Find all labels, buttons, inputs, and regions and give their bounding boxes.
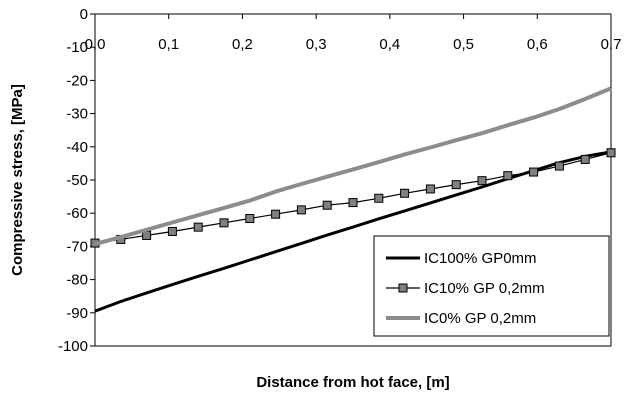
y-tick-label: -50 (66, 172, 88, 189)
series-3 (94, 86, 612, 247)
y-tick-label: -30 (66, 106, 88, 123)
x-tick-label: 0,7 (601, 36, 622, 53)
data-point (503, 171, 513, 181)
legend-marker (398, 283, 408, 293)
data-point (193, 222, 203, 232)
legend-label: IC100% GP0mm (424, 250, 537, 267)
data-point (606, 148, 616, 158)
data-point (271, 209, 281, 219)
legend-item: IC10% GP 0,2mm (386, 280, 545, 297)
x-tick-label: 0,3 (306, 36, 327, 53)
y-tick-label: -40 (66, 139, 88, 156)
legend-label: IC0% GP 0,2mm (424, 310, 536, 327)
series-2 (90, 148, 616, 248)
data-point (400, 188, 410, 198)
x-tick-label: 0,4 (379, 36, 400, 53)
y-tick-label: -80 (66, 272, 88, 289)
data-point (451, 180, 461, 190)
y-tick-label: -10 (66, 39, 88, 56)
x-tick-label: 0,1 (158, 36, 179, 53)
data-point (580, 154, 590, 164)
legend-item: IC0% GP 0,2mm (386, 310, 536, 327)
y-tick-label: -70 (66, 238, 88, 255)
x-tick-label: 0,0 (85, 36, 106, 53)
data-point (374, 193, 384, 203)
y-tick-label: -100 (58, 338, 88, 355)
x-tick-label: 0,6 (527, 36, 548, 53)
data-point (245, 214, 255, 224)
legend-item: IC100% GP0mm (386, 250, 537, 267)
y-tick-label: -20 (66, 72, 88, 89)
y-tick-label: -90 (66, 305, 88, 322)
x-tick-label: 0,5 (453, 36, 474, 53)
data-point (167, 226, 177, 236)
data-point (219, 218, 229, 228)
y-tick-label: -60 (66, 205, 88, 222)
data-point (322, 200, 332, 210)
series-line (94, 86, 612, 247)
x-tick-label: 0,2 (232, 36, 253, 53)
x-axis-title: Distance from hot face, [m] (256, 374, 449, 391)
data-point (348, 198, 358, 208)
y-axis-title: Compressive stress, [MPa] (9, 84, 26, 276)
data-point (477, 176, 487, 186)
legend-label: IC10% GP 0,2mm (424, 280, 545, 297)
y-tick-label: 0 (80, 6, 88, 23)
data-point (425, 184, 435, 194)
data-point (554, 161, 564, 171)
data-point (529, 167, 539, 177)
data-point (296, 205, 306, 215)
